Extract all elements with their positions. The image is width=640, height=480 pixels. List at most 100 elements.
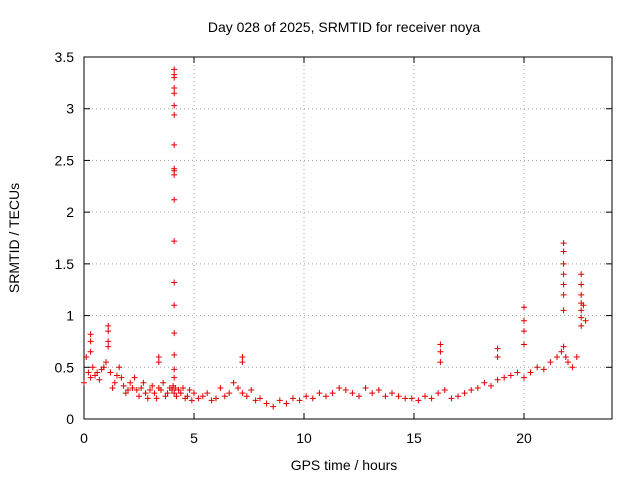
data-point	[560, 307, 567, 314]
data-point	[389, 390, 395, 397]
data-point	[437, 359, 444, 366]
data-point	[164, 390, 171, 397]
x-tick-label: 15	[406, 430, 422, 446]
data-point	[175, 387, 182, 394]
data-point	[208, 397, 215, 404]
data-point	[140, 379, 147, 386]
data-point	[138, 384, 145, 391]
x-tick-label: 5	[190, 430, 198, 446]
data-point	[153, 395, 160, 402]
data-point	[171, 171, 178, 178]
data-point	[252, 397, 259, 404]
data-point	[437, 348, 444, 355]
data-point	[173, 393, 180, 400]
data-point	[103, 359, 109, 366]
data-point	[562, 353, 569, 360]
data-point	[111, 379, 118, 386]
y-tick-label: 0.5	[55, 359, 75, 375]
data-point	[85, 369, 92, 376]
data-point	[560, 248, 567, 255]
y-tick-label: 1	[66, 308, 74, 324]
data-point	[263, 400, 270, 407]
data-point	[171, 74, 178, 81]
data-point	[578, 281, 585, 288]
data-point	[521, 317, 527, 324]
plot-frame	[83, 56, 613, 420]
x-tick-label: 0	[80, 430, 88, 446]
data-point	[87, 348, 94, 355]
data-point	[578, 271, 585, 278]
data-point	[127, 379, 134, 386]
data-point	[349, 390, 356, 397]
data-point	[283, 400, 290, 407]
data-point	[428, 395, 435, 402]
data-point	[270, 403, 277, 410]
data-point	[87, 374, 94, 381]
data-point	[494, 353, 501, 360]
data-point	[171, 66, 178, 73]
data-point	[501, 374, 508, 381]
data-point	[158, 387, 164, 394]
data-point	[107, 369, 114, 376]
data-point	[435, 390, 442, 397]
data-point	[230, 379, 237, 386]
y-tick-label: 3.5	[55, 49, 75, 65]
data-point	[415, 397, 422, 404]
data-point	[171, 102, 178, 109]
grid	[84, 57, 612, 419]
data-point	[105, 322, 112, 329]
data-point	[171, 141, 178, 148]
data-point	[329, 390, 336, 397]
data-point	[296, 397, 303, 404]
data-point	[569, 364, 576, 371]
data-point	[171, 330, 178, 337]
data-point	[116, 364, 123, 371]
data-point	[92, 372, 98, 379]
data-point	[239, 359, 246, 366]
data-point	[578, 291, 585, 298]
data-point	[188, 397, 195, 404]
data-point	[171, 374, 178, 381]
data-point	[199, 393, 206, 400]
chart-title: Day 028 of 2025, SRMTID for receiver noy…	[208, 19, 481, 35]
data-point	[171, 279, 178, 286]
data-point	[276, 397, 283, 404]
data-point	[184, 393, 191, 400]
data-point	[151, 390, 158, 397]
data-point	[248, 387, 255, 394]
data-point	[560, 281, 567, 288]
data-point	[402, 395, 409, 402]
data-point	[437, 341, 444, 348]
axis-ticks	[83, 56, 612, 420]
data-point	[87, 331, 94, 338]
data-point	[83, 353, 90, 360]
data-point	[243, 393, 250, 400]
data-point	[578, 322, 585, 329]
data-point	[171, 238, 178, 245]
data-point	[547, 359, 554, 366]
data-point	[408, 395, 415, 402]
data-point	[356, 393, 362, 400]
data-point	[87, 338, 94, 345]
data-point	[468, 387, 475, 394]
data-point	[213, 395, 219, 402]
data-point	[195, 395, 202, 402]
data-point	[100, 364, 107, 371]
data-point	[191, 390, 197, 397]
data-point	[382, 393, 389, 400]
data-point	[155, 359, 162, 366]
data-point	[560, 291, 567, 298]
data-point	[540, 366, 547, 373]
data-point	[155, 353, 162, 360]
data-point	[147, 387, 153, 394]
data-point	[120, 382, 127, 389]
data-point	[114, 372, 120, 379]
data-point	[109, 384, 116, 391]
data-point	[186, 387, 193, 394]
data-point	[303, 393, 310, 400]
data-point	[521, 304, 527, 311]
data-point	[578, 307, 585, 314]
data-point	[558, 348, 565, 355]
data-point	[582, 317, 589, 324]
data-point	[461, 390, 468, 397]
